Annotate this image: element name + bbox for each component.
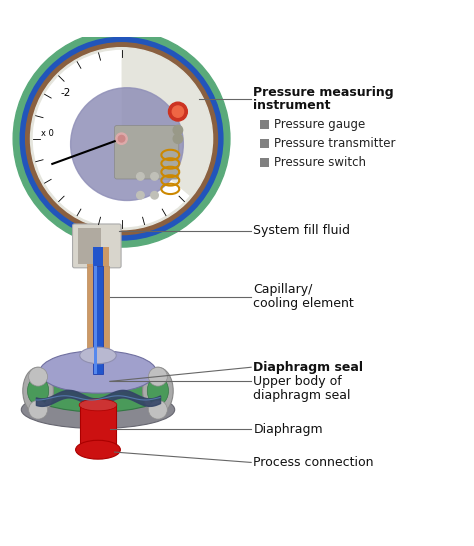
Text: Pressure switch: Pressure switch [274, 156, 366, 169]
Ellipse shape [79, 399, 117, 411]
Circle shape [137, 173, 144, 180]
Bar [94, 266, 97, 375]
Wedge shape [33, 50, 190, 228]
Bar [93, 266, 103, 375]
Text: Pressure measuring: Pressure measuring [254, 86, 394, 98]
Text: Pressure gauge: Pressure gauge [274, 118, 365, 131]
Text: Process connection: Process connection [254, 456, 374, 469]
Text: Diaphragm seal: Diaphragm seal [254, 361, 364, 374]
Text: System fill fluid: System fill fluid [254, 224, 350, 237]
Circle shape [118, 135, 125, 142]
Ellipse shape [23, 367, 54, 414]
Ellipse shape [80, 347, 116, 364]
Bar [260, 158, 269, 167]
Text: x 0: x 0 [41, 129, 55, 138]
Bar [87, 247, 109, 266]
Text: instrument: instrument [254, 99, 331, 112]
Ellipse shape [39, 351, 156, 393]
Ellipse shape [25, 365, 171, 412]
Ellipse shape [148, 400, 167, 419]
Circle shape [13, 31, 230, 247]
Bar [260, 139, 269, 148]
Ellipse shape [143, 367, 173, 414]
Circle shape [168, 102, 187, 121]
Circle shape [137, 192, 144, 199]
Text: -2: -2 [60, 88, 70, 98]
Circle shape [116, 133, 127, 144]
Circle shape [20, 37, 223, 240]
Bar [80, 405, 116, 454]
Ellipse shape [147, 377, 168, 405]
Text: diaphragm seal: diaphragm seal [254, 389, 351, 401]
Ellipse shape [28, 367, 47, 386]
Circle shape [30, 48, 213, 230]
Bar [78, 228, 100, 264]
Ellipse shape [76, 440, 120, 459]
Circle shape [71, 88, 183, 200]
Circle shape [172, 106, 183, 117]
Text: Upper body of: Upper body of [254, 375, 342, 388]
Bar [87, 266, 109, 375]
Ellipse shape [27, 377, 49, 405]
Ellipse shape [21, 391, 175, 429]
Text: Diaphragm: Diaphragm [254, 423, 323, 436]
Bar [260, 120, 269, 129]
Circle shape [173, 126, 182, 135]
Text: cooling element: cooling element [254, 296, 354, 310]
Ellipse shape [28, 400, 47, 419]
Text: Capillary/: Capillary/ [254, 283, 313, 296]
Circle shape [151, 192, 158, 199]
Text: Pressure transmitter: Pressure transmitter [274, 137, 395, 150]
Bar [93, 247, 103, 266]
FancyBboxPatch shape [73, 224, 121, 268]
FancyBboxPatch shape [115, 126, 179, 179]
Circle shape [151, 173, 158, 180]
Circle shape [173, 134, 182, 144]
Ellipse shape [148, 367, 167, 386]
Circle shape [26, 43, 218, 235]
